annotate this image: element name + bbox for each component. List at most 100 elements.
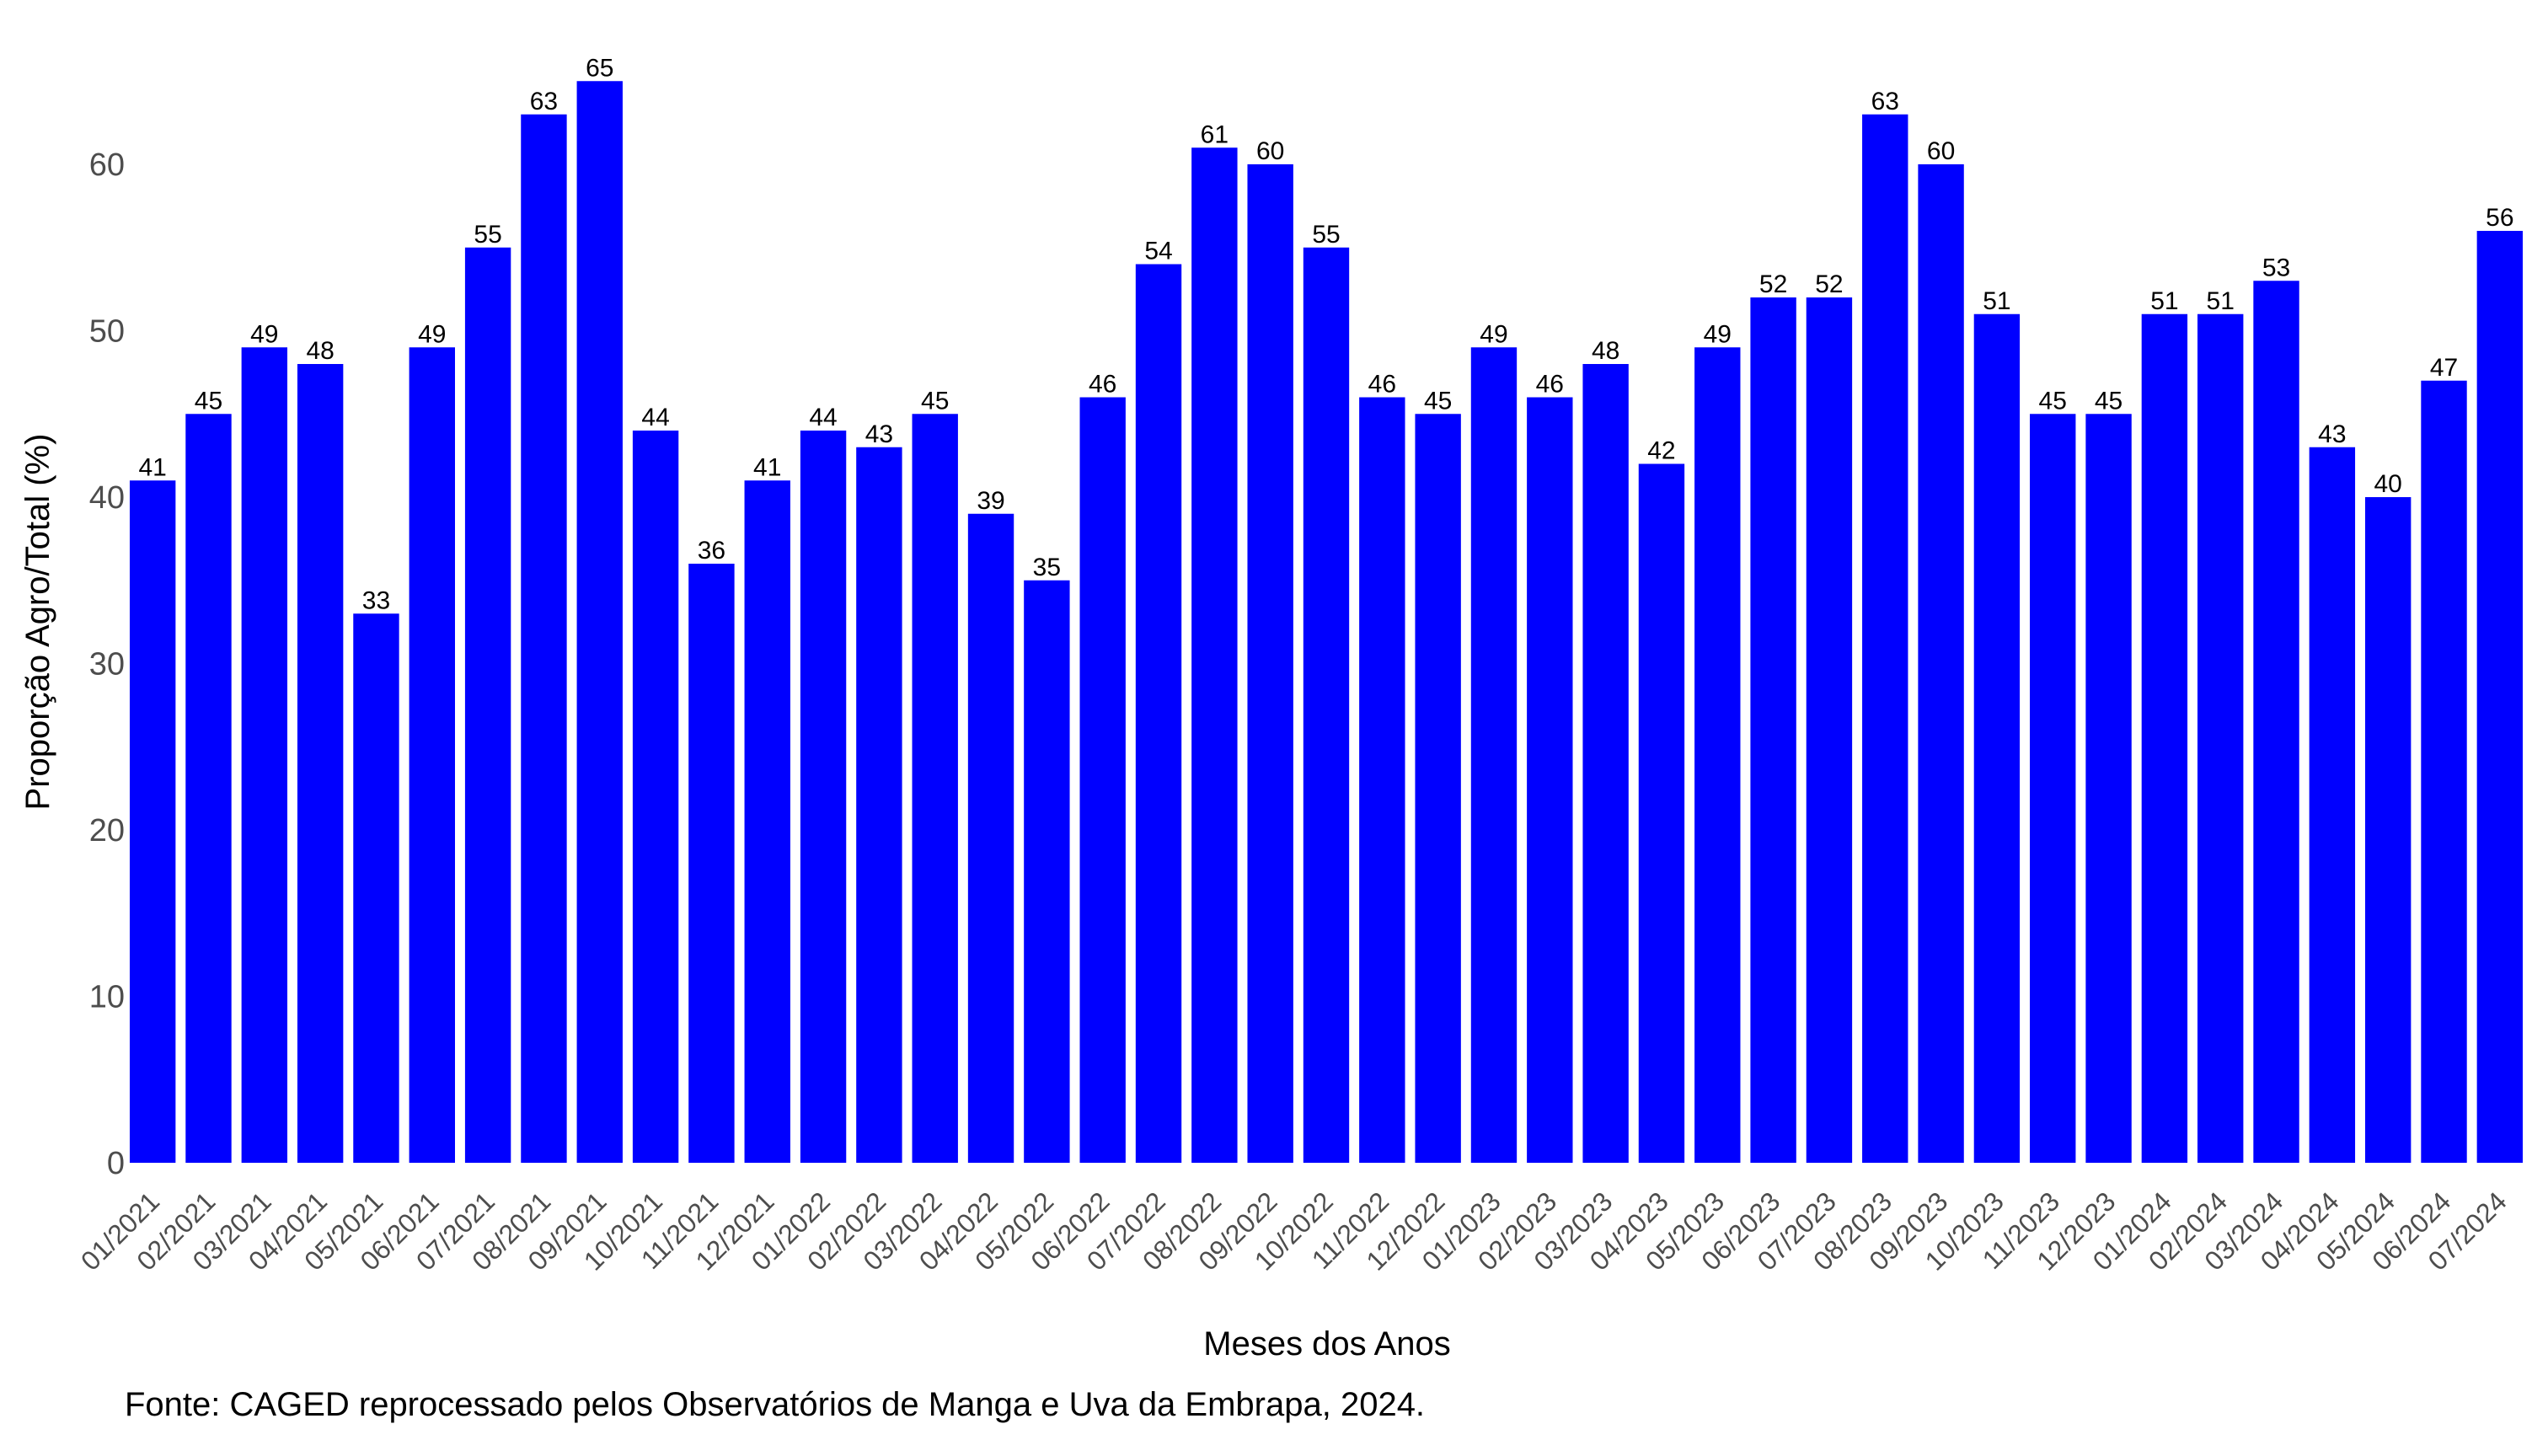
data-label: 49	[250, 320, 278, 348]
data-label: 48	[306, 337, 334, 365]
data-label: 61	[1201, 120, 1228, 148]
bar-06-2022	[1079, 397, 1126, 1163]
data-label: 40	[2374, 470, 2402, 498]
data-label: 36	[698, 537, 725, 565]
bar-09-2022	[1247, 164, 1293, 1163]
y-tick-label: 40	[89, 480, 125, 516]
bar-03-2023	[1582, 364, 1629, 1163]
bar-02-2022	[856, 447, 902, 1163]
bar-05-2024	[2364, 497, 2412, 1163]
bar-01-2023	[1470, 347, 1518, 1163]
bar-06-2024	[2421, 380, 2467, 1163]
data-label: 63	[1871, 88, 1899, 115]
bar-11-2023	[2030, 414, 2076, 1163]
bar-09-2021	[576, 81, 623, 1163]
data-label: 45	[195, 387, 222, 415]
data-label: 42	[1647, 437, 1675, 465]
bar-04-2024	[2309, 447, 2356, 1163]
bar-05-2021	[353, 613, 399, 1163]
data-label: 49	[418, 320, 446, 348]
y-axis-ticks: 0 10 20 30 40 50 60	[89, 147, 125, 1181]
data-label: 52	[1759, 270, 1787, 298]
data-label: 63	[530, 88, 558, 115]
data-label: 43	[865, 420, 893, 448]
data-label: 55	[474, 221, 501, 249]
x-axis-ticks: 01/202102/202103/202104/202105/202106/20…	[75, 1186, 2513, 1276]
bar-08-2023	[1862, 114, 1908, 1163]
data-label: 51	[2150, 287, 2178, 315]
bar-08-2021	[521, 114, 567, 1163]
bar-02-2021	[185, 414, 232, 1163]
data-label: 45	[1424, 387, 1452, 415]
data-label: 55	[1312, 221, 1340, 249]
data-label: 65	[586, 54, 613, 82]
bars-group	[129, 81, 2524, 1163]
source-caption: Fonte: CAGED reprocessado pelos Observat…	[125, 1386, 1426, 1423]
bar-04-2022	[967, 513, 1014, 1163]
data-label: 56	[2486, 204, 2513, 232]
y-tick-label: 60	[89, 147, 125, 183]
data-label: 49	[1480, 320, 1507, 348]
bar-03-2022	[912, 414, 958, 1163]
data-label: 47	[2430, 354, 2458, 382]
data-label: 60	[1256, 137, 1284, 165]
y-tick-label: 50	[89, 314, 125, 350]
bar-02-2024	[2197, 313, 2244, 1163]
bar-01-2024	[2141, 313, 2188, 1163]
data-label: 51	[2207, 287, 2235, 315]
bar-11-2022	[1359, 397, 1405, 1163]
data-label: 53	[2262, 254, 2290, 281]
data-label: 33	[362, 586, 390, 614]
data-label: 39	[977, 487, 1004, 515]
bar-03-2021	[241, 347, 288, 1163]
data-labels-group: 41 45 49 48 33 49 55 63 65 44 36 41 44 43 45 39 35 46 54 61…	[138, 54, 2513, 614]
x-axis-title: Meses dos Anos	[1203, 1325, 1451, 1362]
data-label: 46	[1368, 371, 1396, 399]
data-label: 41	[753, 453, 781, 481]
bar-08-2022	[1191, 147, 1238, 1163]
bar-05-2023	[1694, 347, 1741, 1163]
bar-01-2022	[800, 431, 847, 1163]
data-label: 35	[1033, 554, 1061, 581]
bar-12-2022	[1415, 414, 1461, 1163]
data-label: 46	[1089, 371, 1116, 399]
data-label: 48	[1592, 337, 1619, 365]
y-axis-title: Proporção Agro/Total (%)	[19, 434, 56, 811]
data-label: 44	[809, 404, 837, 431]
data-label: 45	[2095, 387, 2122, 415]
bar-07-2024	[2476, 231, 2524, 1163]
y-tick-label: 20	[89, 813, 125, 848]
bar-11-2021	[688, 564, 735, 1163]
data-label: 60	[1927, 137, 1955, 165]
bar-04-2023	[1638, 463, 1685, 1163]
bar-05-2022	[1024, 580, 1070, 1163]
y-tick-label: 30	[89, 647, 125, 682]
bar-07-2022	[1135, 264, 1182, 1163]
bar-12-2023	[2085, 414, 2132, 1163]
bar-03-2024	[2253, 281, 2299, 1163]
bar-10-2021	[632, 431, 679, 1163]
y-tick-label: 10	[89, 980, 125, 1015]
data-label: 52	[1815, 270, 1843, 298]
bar-06-2023	[1750, 297, 1796, 1163]
bar-12-2021	[744, 480, 790, 1163]
bar-09-2023	[1918, 164, 1964, 1163]
data-label: 43	[2318, 420, 2346, 448]
y-tick-label: 0	[107, 1146, 125, 1181]
bar-10-2022	[1303, 247, 1350, 1163]
data-label: 46	[1536, 371, 1564, 399]
bar-10-2023	[1973, 313, 2021, 1163]
data-label: 45	[2039, 387, 2067, 415]
bar-01-2021	[129, 480, 176, 1163]
bar-06-2021	[409, 347, 455, 1163]
data-label: 49	[1704, 320, 1732, 348]
bar-04-2021	[297, 364, 344, 1163]
data-label: 44	[641, 404, 669, 431]
bar-07-2023	[1806, 297, 1853, 1163]
data-label: 45	[921, 387, 949, 415]
data-label: 41	[138, 453, 166, 481]
bar-07-2021	[464, 247, 511, 1163]
data-label: 51	[1983, 287, 2010, 315]
bar-02-2023	[1527, 397, 1573, 1163]
